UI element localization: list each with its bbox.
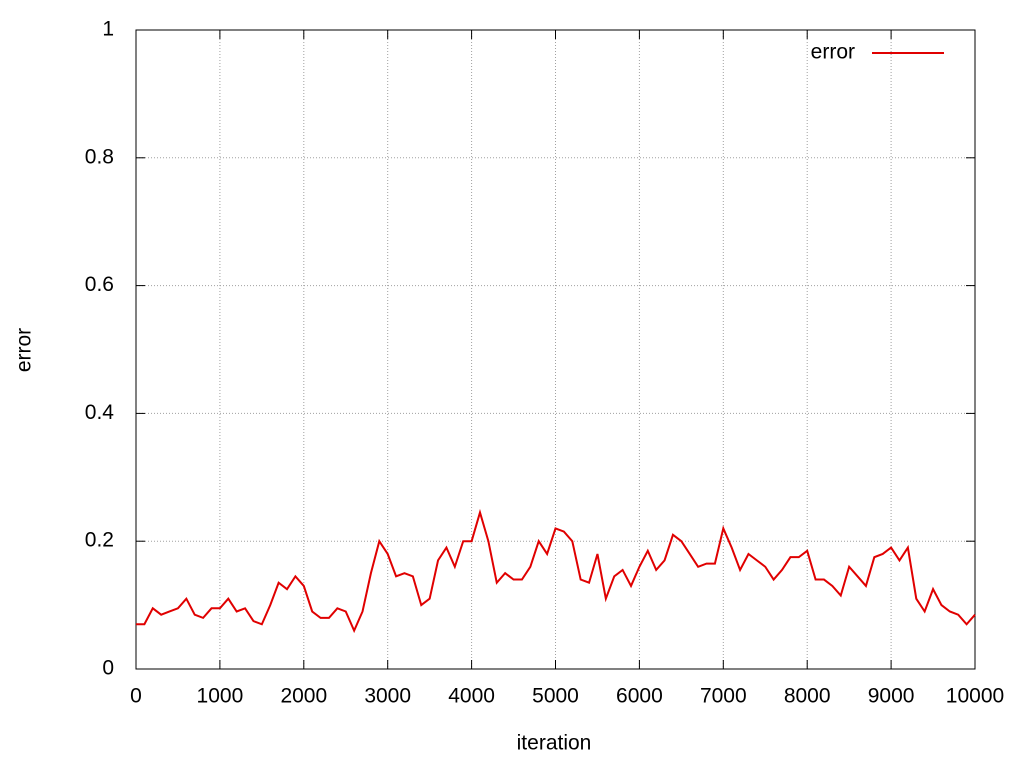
- x-tick-label: 0: [130, 685, 142, 708]
- x-tick-label: 9000: [868, 685, 915, 708]
- legend-label: error: [811, 41, 855, 64]
- y-tick-label: 0: [102, 657, 114, 680]
- y-tick-label: 0.6: [85, 273, 114, 296]
- x-tick-label: 2000: [280, 685, 327, 708]
- x-tick-label: 1000: [197, 685, 244, 708]
- x-tick-label: 7000: [700, 685, 747, 708]
- y-tick-label: 1: [102, 18, 114, 41]
- plot-frame: [135, 29, 976, 670]
- x-tick-label: 3000: [364, 685, 411, 708]
- y-tick-label: 0.8: [85, 145, 114, 168]
- x-axis-label: iteration: [517, 732, 592, 755]
- x-tick-label: 4000: [448, 685, 495, 708]
- data-line: [136, 508, 976, 634]
- y-tick-label: 0.2: [85, 529, 114, 552]
- x-tick-label: 5000: [532, 685, 579, 708]
- x-tick-label: 10000: [946, 685, 1004, 708]
- x-tick-label: 6000: [616, 685, 663, 708]
- x-tick-label: 8000: [784, 685, 831, 708]
- y-tick-label: 0.4: [85, 401, 115, 424]
- y-axis-label: error: [13, 328, 36, 372]
